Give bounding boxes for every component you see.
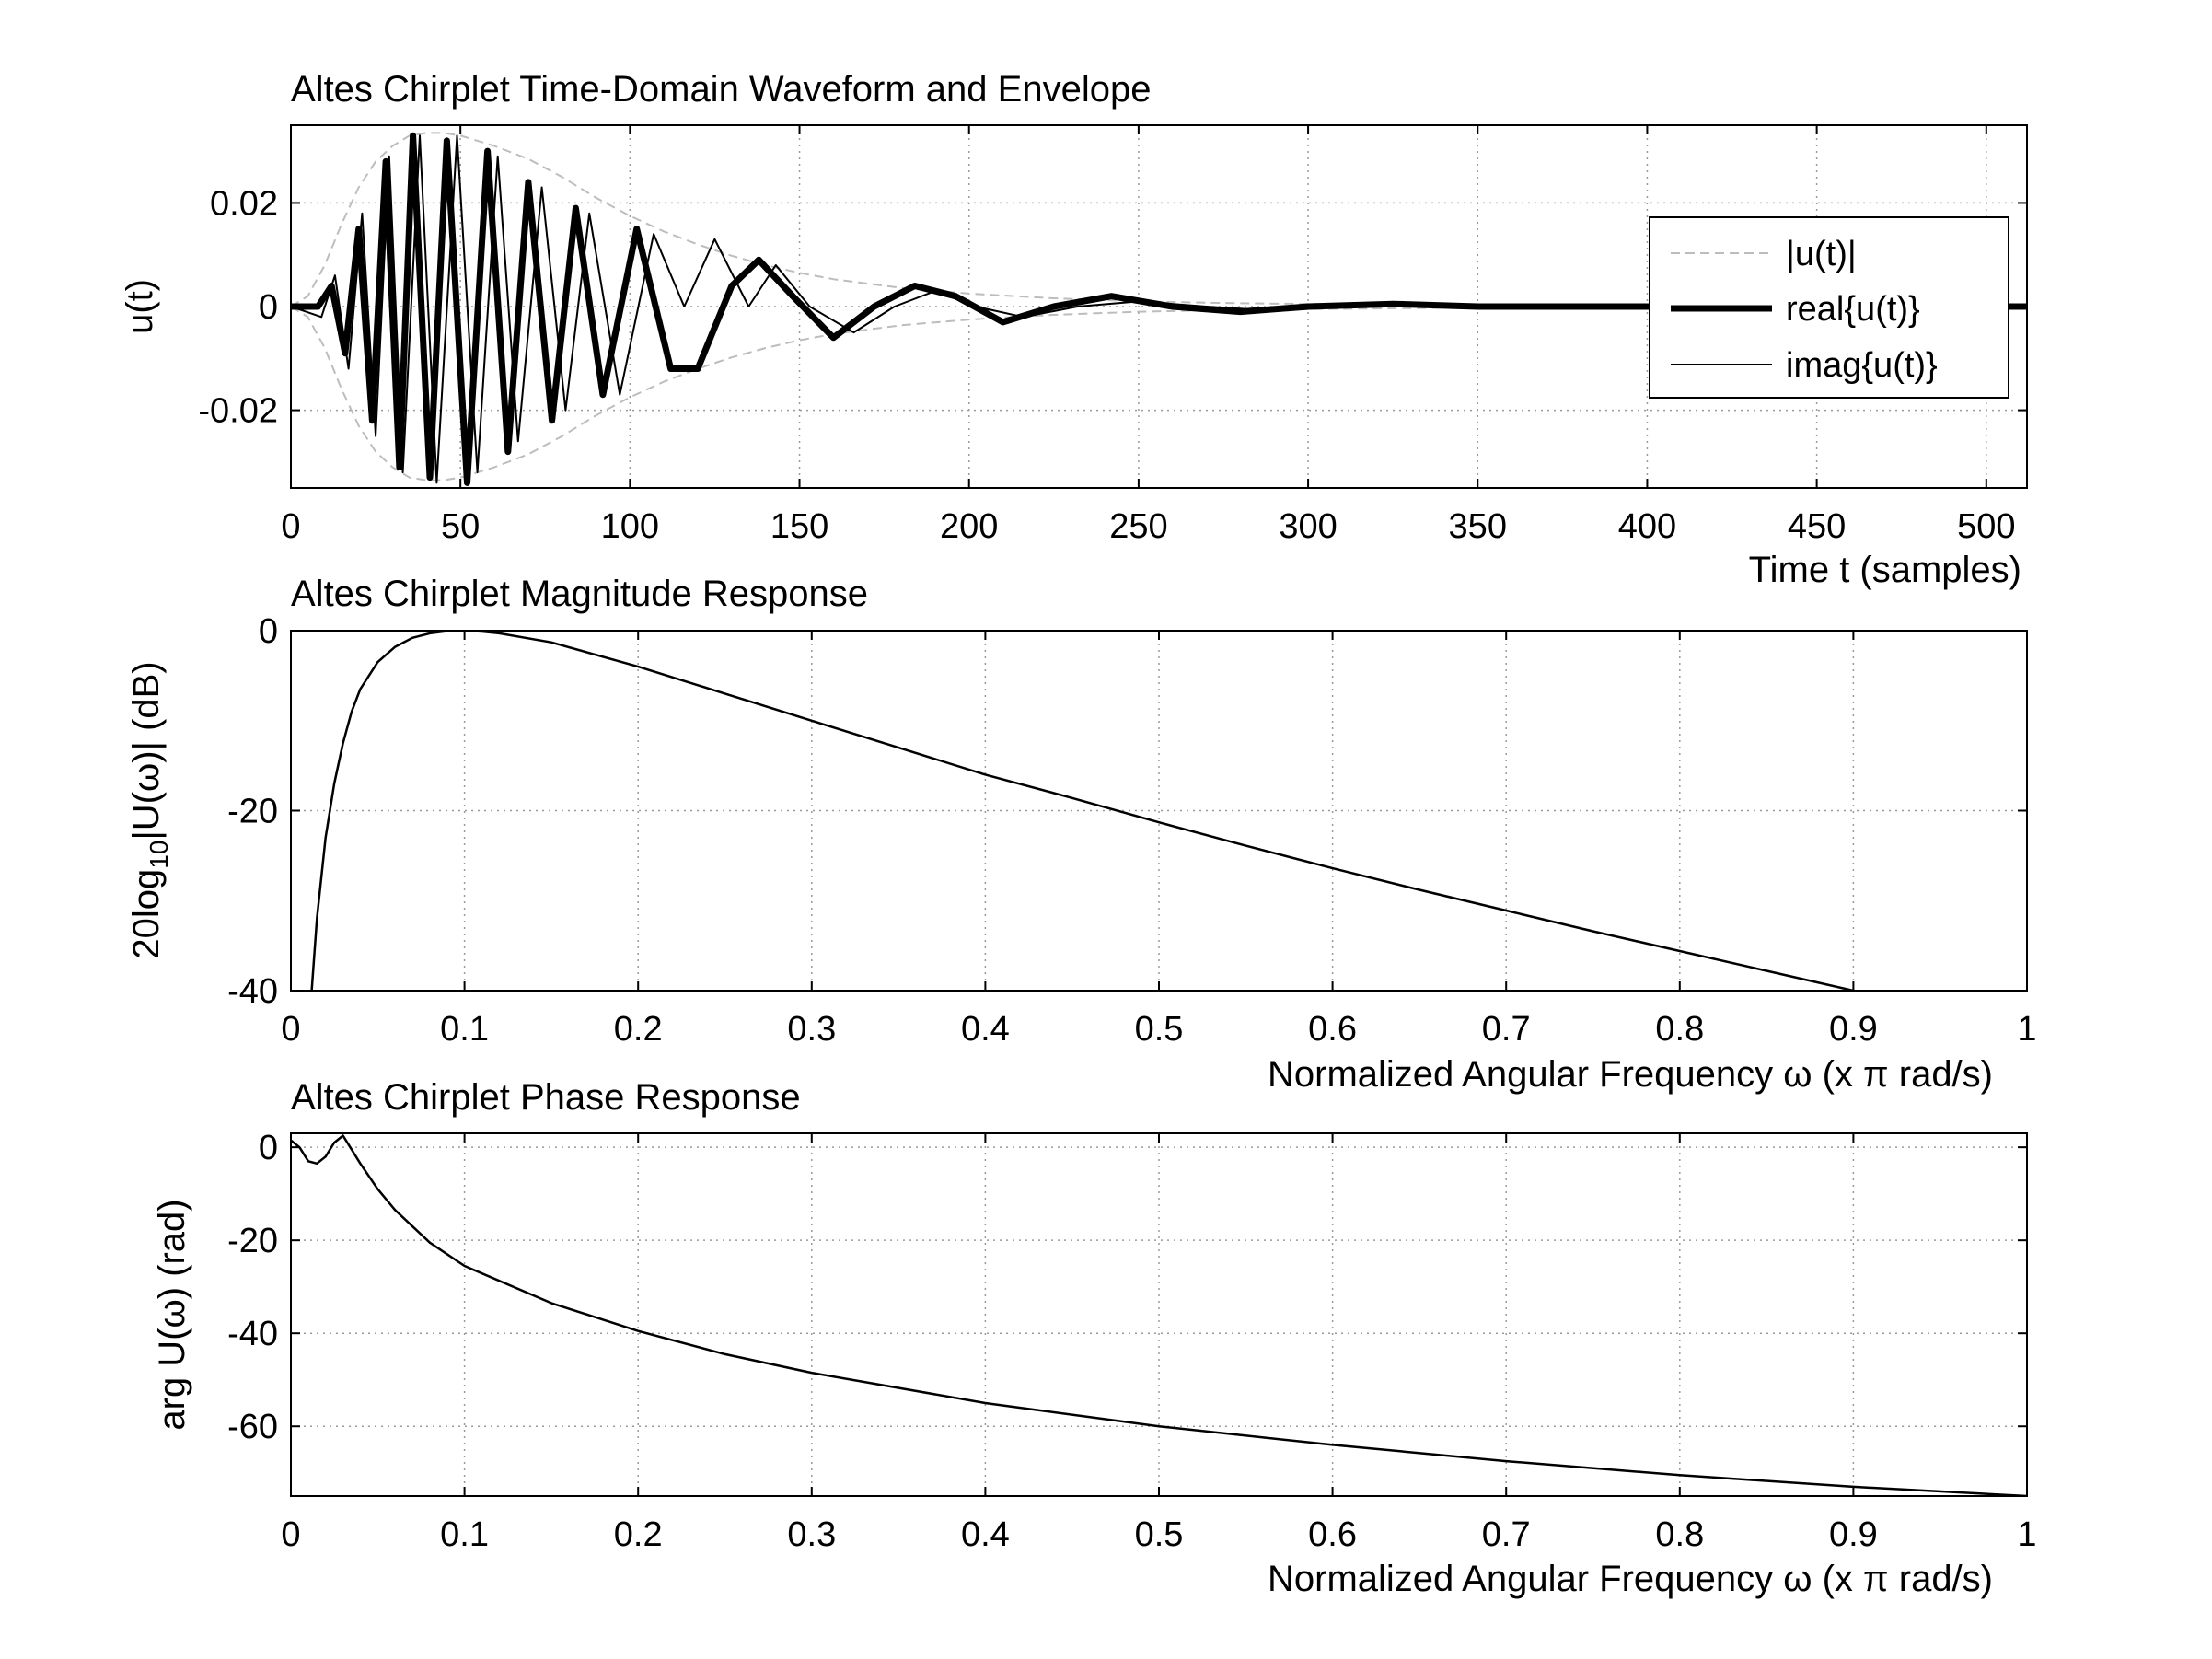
- x-tick-label: 0: [281, 1010, 300, 1049]
- x-tick-label: 0.4: [961, 1010, 1010, 1049]
- x-ticks: 0 50 100 150 200 250 300 350 400 450 500: [281, 125, 2016, 546]
- y-tick-label: -20: [227, 1222, 278, 1260]
- y-tick-label: 0: [259, 288, 278, 327]
- legend-label-imag: imag{u(t)}: [1786, 346, 1938, 385]
- subplot-phase: Altes Chirplet Phase Response 0 -20 -40 -60…: [152, 1077, 2037, 1599]
- x-tick-label: 0: [281, 1515, 300, 1554]
- x-tick-label: 350: [1449, 507, 1507, 546]
- subplot-time-domain: Altes Chirplet Time-Domain Waveform and …: [120, 69, 2028, 590]
- x-tick-label: 250: [1109, 507, 1167, 546]
- x-tick-label: 0.2: [614, 1010, 663, 1049]
- x-tick-label: 0.2: [614, 1515, 663, 1554]
- y-tick-label: 0: [259, 1129, 278, 1167]
- y-tick-label: -60: [227, 1408, 278, 1446]
- chart-title: Altes Chirplet Magnitude Response: [291, 574, 868, 614]
- x-tick-label: 0.3: [787, 1515, 836, 1554]
- x-tick-label: 400: [1618, 507, 1676, 546]
- x-tick-label: 1: [2017, 1010, 2036, 1049]
- x-tick-label: 0: [281, 507, 300, 546]
- x-tick-label: 0.7: [1482, 1515, 1531, 1554]
- x-tick-label: 0.3: [787, 1010, 836, 1049]
- x-tick-label: 150: [770, 507, 828, 546]
- x-tick-label: 0.6: [1308, 1010, 1357, 1049]
- x-tick-label: 500: [1957, 507, 2015, 546]
- y-ticks: 0 -20 -40: [227, 612, 2027, 1011]
- y-ticks: 0.02 0 -0.02: [198, 184, 2027, 431]
- x-axis-label: Normalized Angular Frequency ω (x π rad/…: [1268, 1054, 1993, 1095]
- x-tick-label: 0.5: [1135, 1515, 1184, 1554]
- x-tick-label: 1: [2017, 1515, 2036, 1554]
- x-tick-label: 0.8: [1655, 1010, 1704, 1049]
- x-tick-label: 0.6: [1308, 1515, 1357, 1554]
- series-line-imag: [291, 134, 2027, 484]
- series-line-magnitude: [310, 631, 1854, 991]
- x-ticks: 0 0.1 0.2 0.3 0.4 0.5 0.6 0.7 0.8 0.9 1: [281, 1133, 2037, 1554]
- chart-title: Altes Chirplet Phase Response: [291, 1077, 801, 1118]
- legend-label-envelope: |u(t)|: [1786, 235, 1857, 273]
- y-tick-label: -40: [227, 1315, 278, 1353]
- series-line-envelope: [291, 132, 2027, 307]
- x-tick-label: 100: [601, 507, 659, 546]
- x-axis-label: Normalized Angular Frequency ω (x π rad/…: [1268, 1559, 1993, 1599]
- series-line-real: [291, 132, 2027, 486]
- x-tick-label: 0.7: [1482, 1010, 1531, 1049]
- legend: |u(t)| real{u(t)} imag{u(t)}: [1649, 216, 2009, 399]
- x-tick-label: 50: [441, 507, 480, 546]
- chart-title: Altes Chirplet Time-Domain Waveform and …: [291, 69, 1151, 110]
- grid: [291, 631, 2027, 991]
- y-tick-label: 0.02: [210, 184, 278, 223]
- y-axis-label: u(t): [120, 279, 160, 334]
- x-tick-label: 200: [940, 507, 998, 546]
- legend-label-real: real{u(t)}: [1786, 290, 1920, 329]
- y-tick-label: -20: [227, 793, 278, 831]
- y-tick-label: -0.02: [198, 392, 278, 431]
- series-line-phase: [291, 1134, 2027, 1496]
- x-ticks: 0 0.1 0.2 0.3 0.4 0.5 0.6 0.7 0.8 0.9 1: [281, 631, 2037, 1049]
- x-tick-label: 300: [1279, 507, 1337, 546]
- series-line-envelope-lower: [291, 306, 2027, 481]
- x-tick-label: 0.1: [440, 1515, 489, 1554]
- y-tick-label: 0: [259, 612, 278, 651]
- series-group: [291, 132, 2027, 486]
- grid: [291, 1133, 2027, 1496]
- x-tick-label: 0.5: [1135, 1010, 1184, 1049]
- x-tick-label: 450: [1788, 507, 1846, 546]
- y-ticks: 0 -20 -40 -60: [227, 1129, 2027, 1446]
- x-tick-label: 0.9: [1829, 1010, 1878, 1049]
- x-tick-label: 0.9: [1829, 1515, 1878, 1554]
- y-axis-label: arg U(ω) (rad): [152, 1199, 192, 1430]
- subplot-magnitude: Altes Chirplet Magnitude Response 0 -20 -4…: [126, 574, 2037, 1095]
- x-axis-label: Time t (samples): [1749, 550, 2021, 590]
- series-group: [291, 1134, 2027, 1496]
- x-tick-label: 0.1: [440, 1010, 489, 1049]
- y-axis-label: 20log10|U(ω)| (dB): [126, 661, 173, 958]
- series-group: [310, 631, 1854, 991]
- y-tick-label: -40: [227, 972, 278, 1011]
- x-tick-label: 0.8: [1655, 1515, 1704, 1554]
- x-tick-label: 0.4: [961, 1515, 1010, 1554]
